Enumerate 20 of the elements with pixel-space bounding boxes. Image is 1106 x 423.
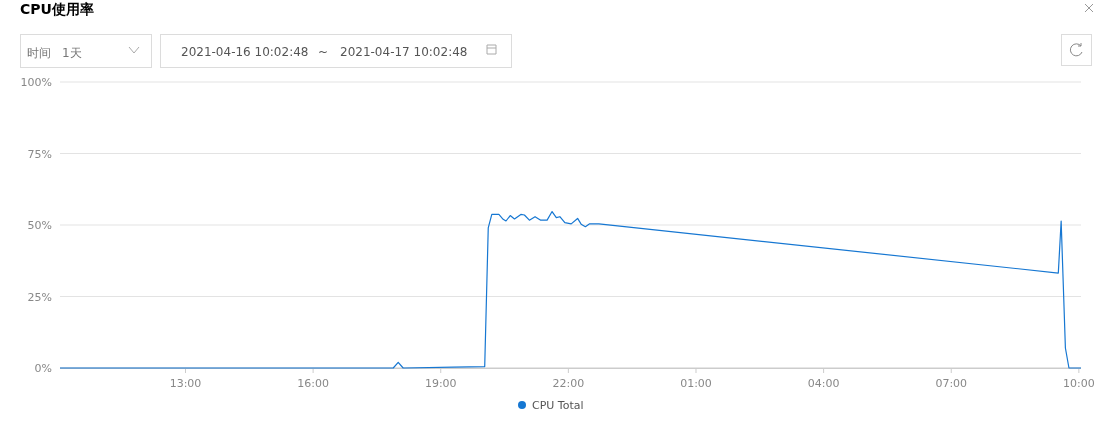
x-tick-label: 01:00: [680, 377, 712, 390]
x-tick-label: 16:00: [297, 377, 329, 390]
text: 2021-04-17 10:02:48: [340, 45, 468, 59]
x-tick-label: 04:00: [807, 377, 840, 390]
y-tick-label: 25%: [27, 290, 52, 304]
x-tick-label: 10:00: [1063, 377, 1095, 390]
x-tick-label: 13:00: [169, 377, 202, 390]
text: 2021-04-16 10:02:48: [181, 45, 309, 59]
x-tick-label: 19:00: [424, 377, 457, 390]
text: 1天: [62, 46, 82, 60]
y-tick-label: 75%: [27, 147, 52, 161]
y-tick-label: 100%: [20, 76, 52, 89]
legend-label: CPU Total: [532, 399, 584, 412]
y-tick-label: 50%: [27, 219, 52, 232]
x-tick-label: 07:00: [935, 377, 968, 390]
x-tick-label: 22:00: [552, 377, 585, 390]
chart-title: CPU使用率: [20, 1, 94, 17]
y-tick-label: 0%: [34, 362, 52, 375]
text: 时间: [27, 46, 51, 60]
text: ~: [318, 45, 329, 59]
